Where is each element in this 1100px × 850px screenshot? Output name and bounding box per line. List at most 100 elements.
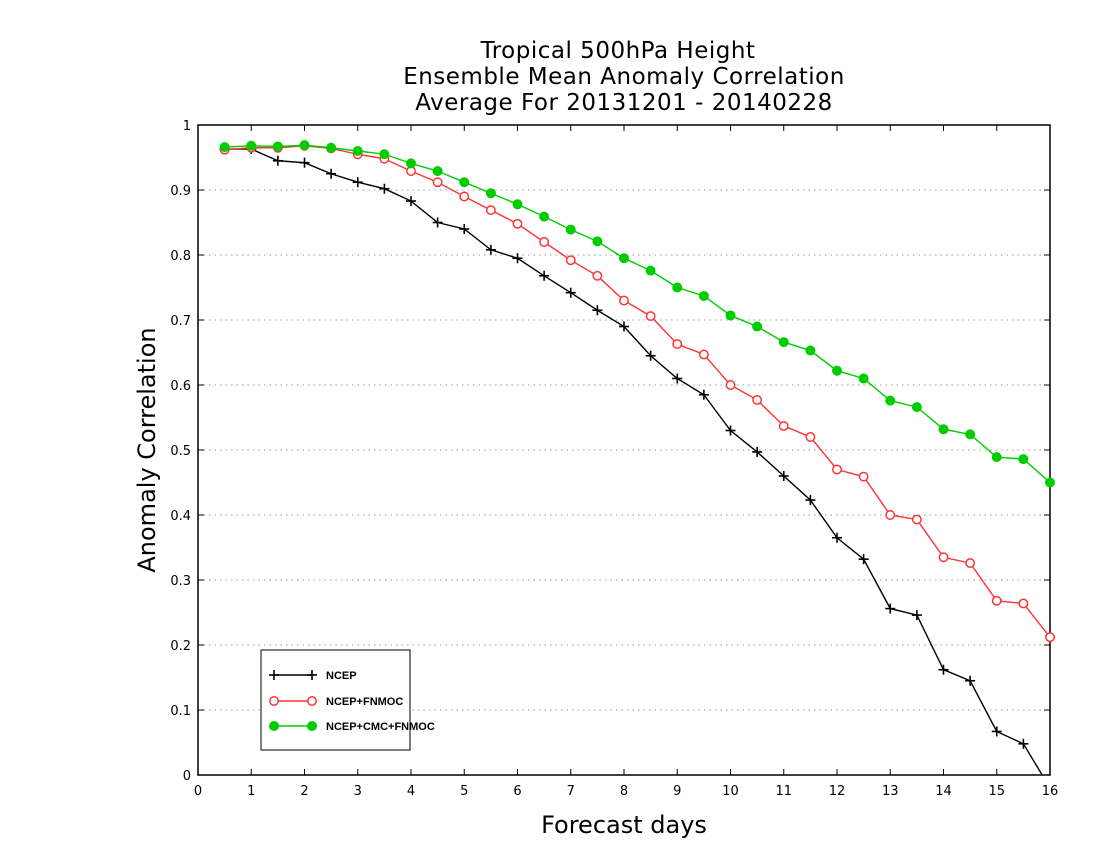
- data-point-ncep: [778, 471, 789, 481]
- legend-marker: [269, 670, 279, 680]
- data-point-ncep: [885, 603, 896, 614]
- data-point-ncep-fnmoc: [725, 380, 736, 390]
- data-point-ncep: [539, 270, 550, 281]
- series-ncep-fnmoc: [219, 140, 1055, 643]
- data-point-ncep-fnmoc: [645, 311, 656, 322]
- legend-marker: [307, 670, 317, 680]
- x-tick-label: 1: [247, 784, 255, 799]
- data-point-ncep-cmc-fnmoc: [379, 149, 390, 160]
- y-tick-label: 0.3: [170, 574, 191, 589]
- data-point-ncep: [459, 224, 470, 234]
- data-point-ncep: [592, 305, 603, 316]
- data-point-ncep-fnmoc: [672, 339, 683, 349]
- data-point-ncep-fnmoc: [991, 595, 1002, 606]
- data-point-ncep-cmc-fnmoc: [752, 321, 763, 332]
- y-tick-label: 0.2: [170, 639, 191, 654]
- x-tick-label: 10: [722, 784, 739, 799]
- data-point-ncep-fnmoc: [512, 218, 523, 229]
- data-point-ncep-fnmoc: [858, 471, 869, 482]
- series-line-ncep: [224, 148, 1043, 775]
- data-point-ncep-fnmoc: [965, 558, 976, 569]
- data-point-ncep: [752, 446, 763, 457]
- data-point-ncep: [326, 168, 337, 179]
- x-tick-label: 6: [513, 784, 521, 799]
- data-point-ncep: [379, 183, 390, 194]
- gridlines: [198, 189, 1050, 711]
- data-point-ncep-cmc-fnmoc: [858, 373, 869, 384]
- data-point-ncep-cmc-fnmoc: [832, 365, 842, 376]
- legend-marker: [307, 721, 317, 731]
- x-tick-label: 14: [935, 784, 952, 799]
- data-point-ncep-cmc-fnmoc: [272, 141, 283, 152]
- data-point-ncep: [485, 244, 496, 255]
- legend-marker: [307, 696, 317, 706]
- data-point-ncep-fnmoc: [698, 349, 709, 360]
- data-point-ncep: [805, 495, 816, 506]
- data-point-ncep-cmc-fnmoc: [805, 345, 816, 356]
- data-point-ncep-fnmoc: [619, 295, 629, 306]
- legend-item-ncep-cmc-fnmoc: NCEP+CMC+FNMOC: [269, 721, 435, 733]
- data-point-ncep: [965, 675, 976, 686]
- y-tick-label: 0.9: [170, 184, 191, 199]
- y-axis-title: Anomaly Correlation: [133, 327, 161, 572]
- series-ncep-cmc-fnmoc: [219, 140, 1055, 488]
- data-point-ncep-fnmoc: [938, 552, 949, 563]
- data-point-ncep: [911, 610, 922, 621]
- x-tick-label: 9: [673, 784, 681, 799]
- data-point-ncep-cmc-fnmoc: [672, 282, 683, 293]
- chart-title-line-2: Ensemble Mean Anomaly Correlation: [403, 64, 845, 90]
- data-point-ncep: [858, 554, 869, 565]
- data-point-ncep: [725, 425, 736, 436]
- data-point-ncep: [672, 373, 683, 384]
- data-point-ncep-fnmoc: [485, 205, 496, 216]
- y-tick-label: 0.7: [170, 314, 191, 329]
- data-point-ncep-cmc-fnmoc: [1045, 477, 1055, 488]
- legend-entries: NCEP NCEP+FNMOC NCEP+CMC+FNMOC: [269, 670, 435, 733]
- x-tick-label: 12: [829, 784, 846, 799]
- x-tick-label: 8: [620, 784, 628, 799]
- data-point-ncep-fnmoc: [752, 395, 763, 405]
- data-point-ncep-cmc-fnmoc: [352, 146, 363, 156]
- x-tick-label: 7: [567, 784, 575, 799]
- x-tick-label: 5: [460, 784, 468, 799]
- data-point-ncep-cmc-fnmoc: [299, 140, 310, 151]
- data-point-ncep-cmc-fnmoc: [698, 290, 709, 301]
- data-point-ncep-fnmoc: [885, 510, 896, 520]
- legend-label: NCEP: [326, 670, 357, 682]
- data-point-ncep: [406, 196, 416, 207]
- legend-marker: [269, 721, 279, 731]
- y-tick-label: 0.5: [170, 444, 191, 459]
- data-point-ncep-cmc-fnmoc: [485, 188, 496, 199]
- data-point-ncep-cmc-fnmoc: [459, 177, 470, 188]
- x-tick-label: 4: [407, 784, 415, 799]
- y-tick-label: 0: [183, 769, 191, 784]
- data-point-ncep-fnmoc: [805, 432, 816, 442]
- data-point-ncep-fnmoc: [432, 177, 443, 188]
- x-tick-label: 13: [882, 784, 899, 799]
- data-point-ncep-cmc-fnmoc: [619, 253, 629, 264]
- data-point-ncep-fnmoc: [778, 421, 789, 431]
- legend: NCEP NCEP+FNMOC NCEP+CMC+FNMOC: [260, 649, 435, 751]
- data-point-ncep-cmc-fnmoc: [539, 211, 550, 222]
- data-point-ncep-cmc-fnmoc: [512, 199, 523, 210]
- chart-title-line-1: Tropical 500hPa Height: [480, 38, 756, 64]
- data-point-ncep-cmc-fnmoc: [965, 429, 976, 440]
- x-tick-label: 3: [354, 784, 362, 799]
- x-tick-label: 15: [988, 784, 1005, 799]
- y-tick-label: 1: [183, 119, 191, 134]
- data-point-ncep-fnmoc: [832, 464, 842, 475]
- data-point-ncep: [352, 177, 363, 188]
- data-point-ncep: [432, 217, 443, 228]
- data-point-ncep: [645, 350, 656, 361]
- y-tick-label: 0.8: [170, 249, 191, 264]
- legend-box: [260, 649, 411, 751]
- data-point-ncep-cmc-fnmoc: [991, 452, 1002, 463]
- data-point-ncep-cmc-fnmoc: [885, 395, 896, 406]
- plot-frame: [197, 124, 1051, 776]
- data-point-ncep-cmc-fnmoc: [938, 424, 949, 435]
- y-tick-label: 0.4: [170, 509, 191, 524]
- data-point-ncep-cmc-fnmoc: [1018, 454, 1029, 465]
- data-point-ncep: [299, 157, 310, 168]
- data-point-ncep-fnmoc: [592, 270, 603, 281]
- data-point-ncep-fnmoc: [911, 514, 922, 525]
